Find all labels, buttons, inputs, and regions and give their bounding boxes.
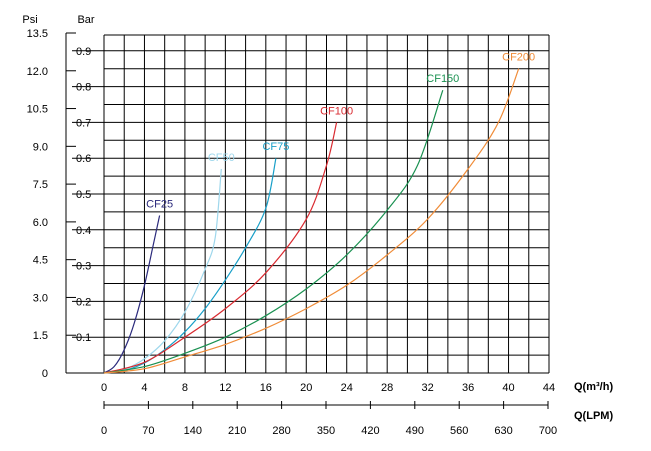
series-label-cf50: CF50 bbox=[208, 152, 235, 164]
x-axis-tick-label: 28 bbox=[381, 382, 393, 394]
lpm-axis-tick-label: 140 bbox=[184, 425, 202, 437]
psi-axis-tick-label: 0 bbox=[42, 368, 48, 380]
bar-axis-tick-label: 0.5 bbox=[76, 189, 91, 201]
x-axis-tick-label: 24 bbox=[341, 382, 353, 394]
psi-axis-tick-label: 3.0 bbox=[33, 292, 48, 304]
x-axis-tick-label: 8 bbox=[182, 382, 188, 394]
chart-labels: Psi Bar Q(m³/h) Q(LPM) bbox=[22, 14, 613, 422]
series-label-cf25: CF25 bbox=[146, 198, 173, 210]
lpm-axis-tick-label: 420 bbox=[361, 425, 379, 437]
x-axis-tick-label: 36 bbox=[462, 382, 474, 394]
x-axis-tick-label: 32 bbox=[422, 382, 434, 394]
x-axis-tick-label: 4 bbox=[141, 382, 147, 394]
x-axis-title-lpm: Q(LPM) bbox=[574, 410, 613, 422]
bar-axis-tick-label: 0.8 bbox=[76, 82, 91, 94]
psi-axis-tick-label: 6.0 bbox=[33, 217, 48, 229]
x-axis-tick-label: 40 bbox=[502, 382, 514, 394]
x-axis-title-m3h: Q(m³/h) bbox=[574, 381, 613, 393]
psi-axis-label: Psi bbox=[22, 14, 37, 26]
curve-cf75 bbox=[103, 158, 277, 374]
lpm-axis-tick-label: 0 bbox=[101, 425, 107, 437]
bar-axis-label: Bar bbox=[77, 14, 94, 26]
series-label-cf75: CF75 bbox=[262, 141, 289, 153]
psi-axis-tick-label: 13.5 bbox=[27, 28, 48, 40]
chart-curves: CF25 CF50 CF75 CF100 CF150 CF200 bbox=[103, 52, 535, 374]
lpm-axis-tick-label: 630 bbox=[494, 425, 512, 437]
bar-axis-tick-label: 0.4 bbox=[76, 225, 91, 237]
x-axis-tick-label: 44 bbox=[543, 382, 555, 394]
series-label-cf200: CF200 bbox=[502, 52, 535, 64]
psi-axis-tick-label: 9.0 bbox=[33, 141, 48, 153]
x-axis-tick-label: 12 bbox=[219, 382, 231, 394]
curve-cf25 bbox=[103, 215, 161, 374]
bar-axis-tick-label: 0.1 bbox=[76, 332, 91, 344]
series-label-cf150: CF150 bbox=[426, 73, 459, 85]
curve-cf100 bbox=[103, 122, 338, 374]
lpm-axis-tick-label: 70 bbox=[142, 425, 154, 437]
bar-axis-tick-label: 0.7 bbox=[76, 117, 91, 129]
bar-axis-tick-label: 0.6 bbox=[76, 153, 91, 165]
x-axis-tick-label: 16 bbox=[260, 382, 272, 394]
psi-axis-tick-label: 7.5 bbox=[33, 179, 48, 191]
psi-axis-tick-label: 10.5 bbox=[27, 104, 48, 116]
bar-axis-tick-label: 0.9 bbox=[76, 46, 91, 58]
psi-axis-tick-label: 12.0 bbox=[27, 66, 48, 78]
curve-cf150 bbox=[103, 90, 444, 374]
x-axis-tick-label: 0 bbox=[101, 382, 107, 394]
lpm-axis-tick-label: 280 bbox=[272, 425, 290, 437]
curve-cf200 bbox=[103, 68, 520, 374]
chart-grid bbox=[104, 34, 550, 373]
lpm-axis-tick-label: 350 bbox=[317, 425, 335, 437]
psi-axis-tick-label: 4.5 bbox=[33, 255, 48, 267]
x-axis-tick-label: 20 bbox=[300, 382, 312, 394]
bar-axis-tick-label: 0.3 bbox=[76, 261, 91, 273]
series-label-cf100: CF100 bbox=[320, 105, 353, 117]
lpm-axis-tick-label: 700 bbox=[539, 425, 557, 437]
lpm-axis-tick-label: 210 bbox=[228, 425, 246, 437]
chart-axes: 0.1 0.2 0.3 0.4 0.5 0.6 0.7 0.8 0.9 0 1.5 3.0 4.5 6.0… bbox=[27, 28, 558, 437]
psi-axis-tick-label: 1.5 bbox=[33, 330, 48, 342]
lpm-axis-tick-label: 560 bbox=[450, 425, 468, 437]
lpm-axis-tick-label: 490 bbox=[406, 425, 424, 437]
bar-axis-tick-label: 0.2 bbox=[76, 296, 91, 308]
